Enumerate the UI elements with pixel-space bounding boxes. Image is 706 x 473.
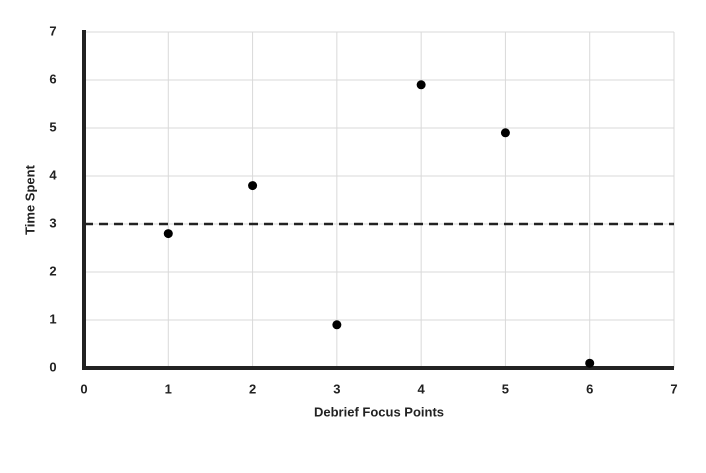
x-tick-label: 5 (502, 381, 509, 396)
point (248, 181, 258, 191)
x-tick-label: 6 (586, 381, 593, 396)
y-axis-label: Time Spent (22, 164, 37, 235)
y-tick-label: 1 (49, 311, 56, 326)
x-tick-label: 7 (670, 381, 677, 396)
point (585, 358, 595, 368)
x-tick-label: 2 (249, 381, 256, 396)
x-axis-label: Debrief Focus Points (314, 404, 444, 419)
point (332, 320, 342, 330)
point (163, 229, 173, 239)
point (416, 80, 426, 90)
y-tick-label: 3 (49, 215, 56, 230)
y-tick-label: 7 (49, 23, 56, 38)
y-tick-label: 4 (49, 167, 57, 182)
point (500, 128, 510, 138)
x-tick-label: 3 (333, 381, 340, 396)
x-tick-label: 0 (80, 381, 87, 396)
x-tick-label: 1 (165, 381, 172, 396)
y-tick-label: 2 (49, 263, 56, 278)
y-tick-label: 6 (49, 71, 56, 86)
y-tick-label: 5 (49, 119, 56, 134)
y-tick-label: 0 (49, 359, 56, 374)
x-tick-label: 4 (418, 381, 426, 396)
